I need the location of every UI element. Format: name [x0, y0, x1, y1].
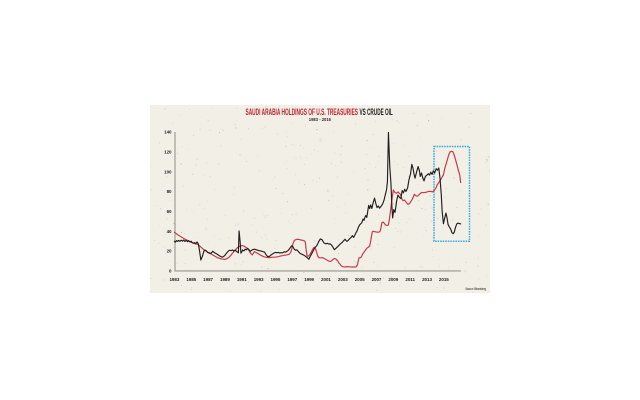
svg-text:1985: 1985	[186, 277, 196, 282]
svg-text:1995: 1995	[271, 277, 281, 282]
svg-text:2003: 2003	[338, 277, 348, 282]
svg-text:1993: 1993	[254, 277, 264, 282]
svg-text:2013: 2013	[422, 277, 432, 282]
svg-text:80: 80	[167, 189, 172, 194]
svg-text:Source: Bloomberg: Source: Bloomberg	[466, 286, 487, 291]
svg-text:2001: 2001	[321, 277, 331, 282]
svg-text:2011: 2011	[405, 277, 415, 282]
svg-text:2015: 2015	[439, 277, 449, 282]
svg-text:VS CRUDE OIL: VS CRUDE OIL	[360, 106, 393, 117]
svg-text:20: 20	[167, 249, 172, 254]
svg-text:1991: 1991	[237, 277, 247, 282]
svg-text:SAUDI ARABIA HOLDINGS OF U.S.: SAUDI ARABIA HOLDINGS OF U.S. TREASURIES	[246, 106, 359, 117]
svg-text:1989: 1989	[220, 277, 230, 282]
svg-text:1983: 1983	[169, 277, 179, 282]
svg-text:0: 0	[169, 269, 172, 274]
svg-text:1997: 1997	[287, 277, 297, 282]
svg-text:2007: 2007	[372, 277, 382, 282]
svg-text:1999: 1999	[304, 277, 314, 282]
svg-text:2009: 2009	[388, 277, 398, 282]
svg-text:1987: 1987	[203, 277, 213, 282]
svg-text:1983 - 2016: 1983 - 2016	[309, 117, 331, 123]
svg-text:2005: 2005	[355, 277, 365, 282]
svg-text:60: 60	[167, 209, 172, 214]
svg-text:140: 140	[164, 130, 172, 135]
svg-text:120: 120	[164, 149, 172, 154]
svg-text:40: 40	[167, 229, 172, 234]
svg-text:100: 100	[164, 169, 172, 174]
